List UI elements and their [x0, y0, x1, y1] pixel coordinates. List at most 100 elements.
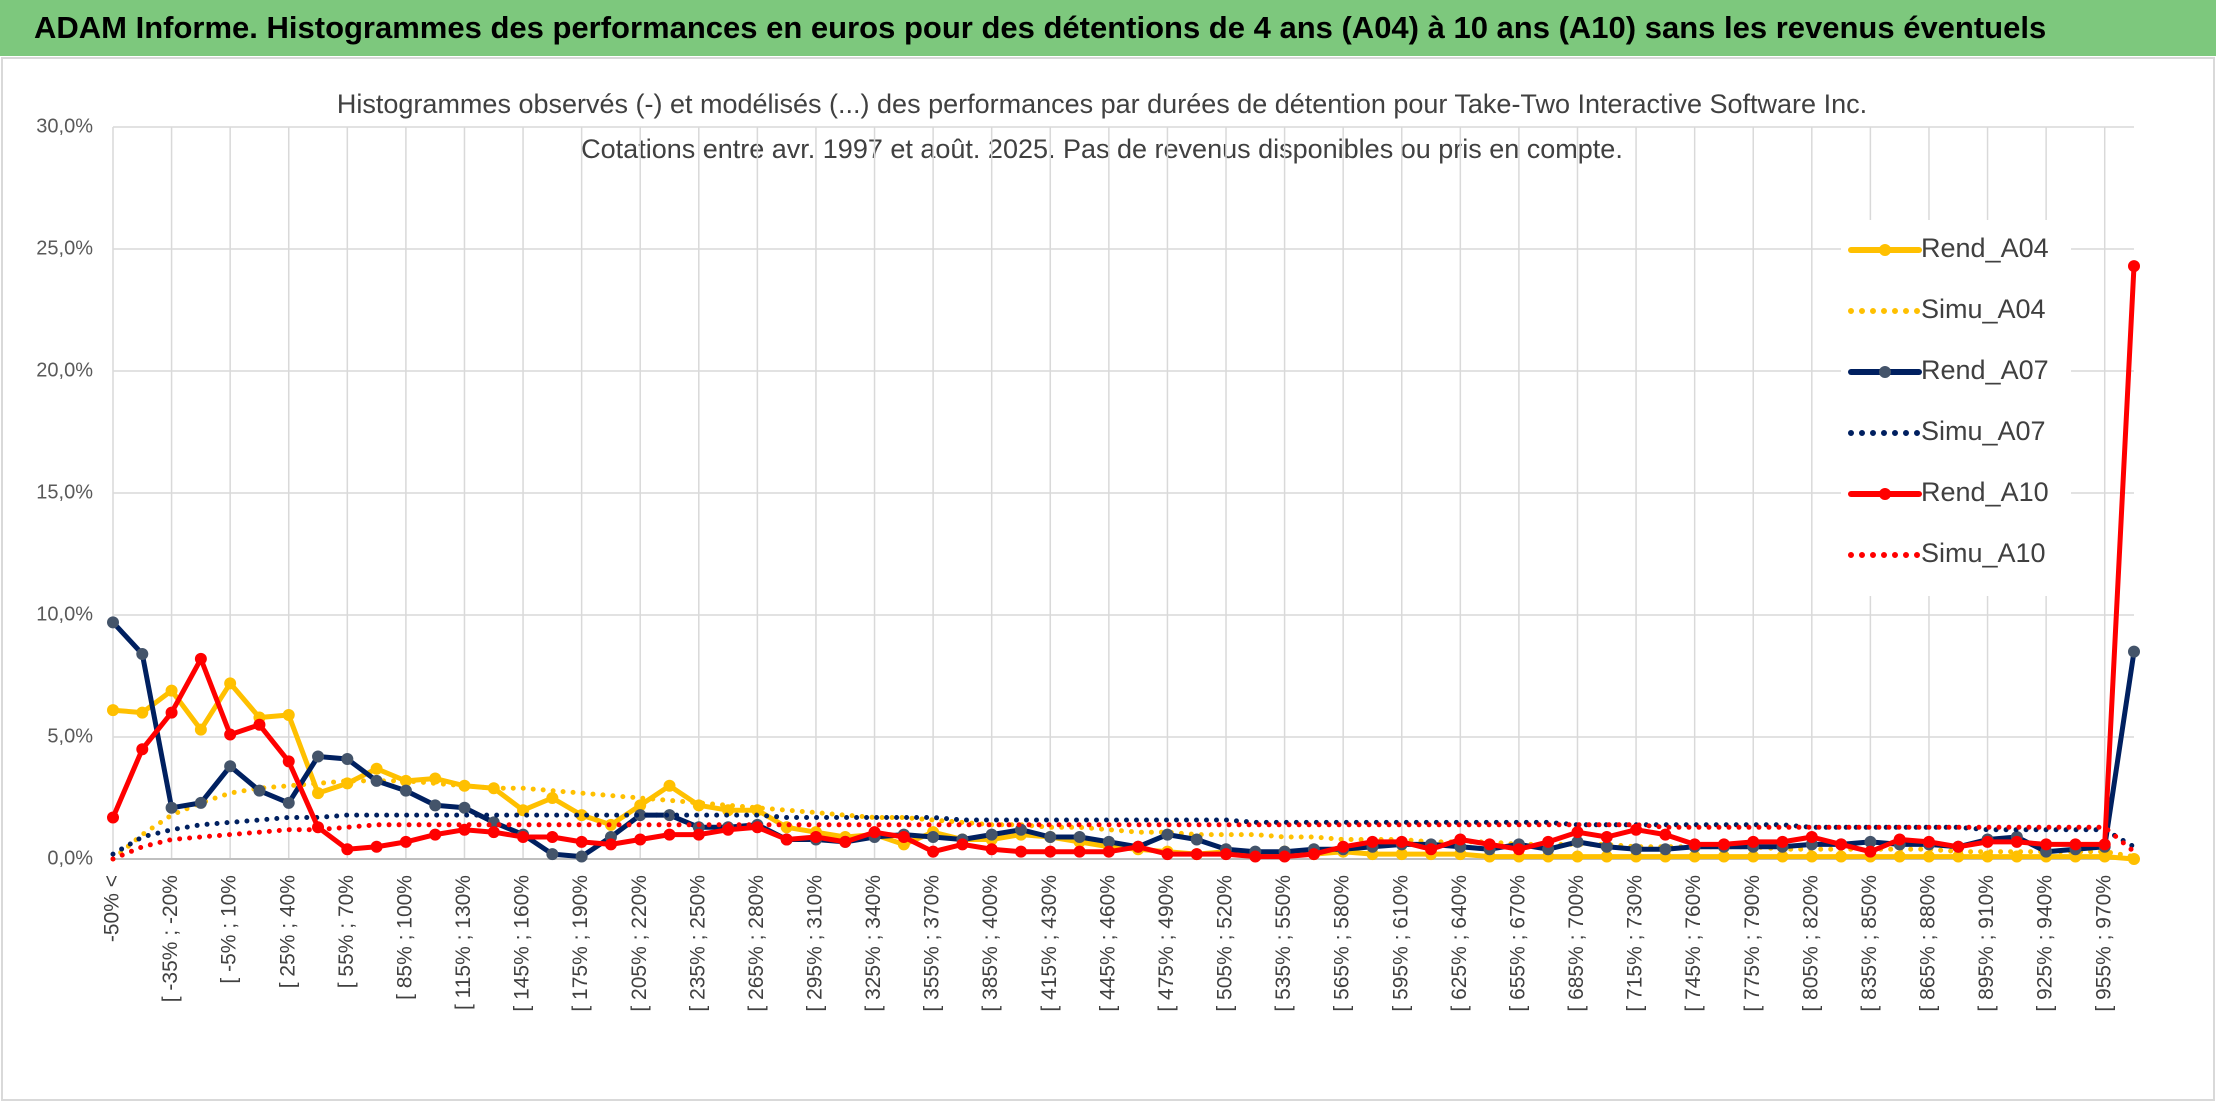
- y-tick-label: 25,0%: [36, 237, 93, 259]
- data-point: [253, 784, 266, 797]
- x-tick-label: [ 925% ; 940%: [2034, 875, 2057, 1012]
- data-point: [282, 796, 295, 809]
- title-bg: [572, 131, 1632, 171]
- data-point: [1864, 845, 1877, 858]
- data-point: [1220, 848, 1233, 861]
- data-point: [1571, 850, 1584, 863]
- x-tick-label: [ 715% ; 730%: [1624, 875, 1647, 1012]
- data-point: [107, 616, 119, 629]
- x-tick-label: [ 505% ; 520%: [1214, 875, 1237, 1012]
- data-point: [1922, 835, 1935, 848]
- data-point: [1102, 845, 1115, 858]
- data-point: [2040, 838, 2053, 851]
- chart-subtitle: Cotations entre avr. 1997 et août. 2025.…: [581, 134, 1623, 164]
- x-tick-label: [ 565% ; 580%: [1331, 875, 1354, 1012]
- data-point: [429, 799, 442, 812]
- x-tick-label: [ 265% ; 280%: [745, 875, 768, 1012]
- data-point: [458, 823, 471, 836]
- x-tick-label: [ 595% ; 610%: [1389, 875, 1412, 1012]
- x-tick-label: [ -35% ; -20%: [159, 875, 182, 1002]
- data-point: [2069, 838, 2082, 851]
- data-point: [1395, 835, 1408, 848]
- data-point: [1366, 835, 1379, 848]
- x-tick-label: -50% <: [101, 875, 124, 942]
- x-tick-label: [ 895% ; 910%: [1975, 875, 1998, 1012]
- data-point: [1161, 848, 1174, 861]
- x-tick-label: [ 865% ; 880%: [1917, 875, 1940, 1012]
- y-tick-label: 5,0%: [47, 725, 93, 747]
- data-point: [985, 843, 998, 856]
- data-point: [546, 831, 559, 844]
- x-tick-label: [ 175% ; 190%: [569, 875, 592, 1012]
- data-point: [1454, 833, 1467, 846]
- x-tick-label: [ 955% ; 970%: [2092, 875, 2115, 1012]
- data-point: [341, 752, 354, 765]
- x-tick-label: [ 325% ; 340%: [862, 875, 885, 1012]
- data-point: [1776, 835, 1789, 848]
- x-tick-label: [ 25% ; 40%: [276, 875, 299, 988]
- data-point: [663, 779, 676, 792]
- data-point: [1981, 835, 1994, 848]
- data-point: [136, 743, 149, 756]
- data-point: [399, 784, 412, 797]
- data-point: [1190, 848, 1203, 861]
- data-point: [1717, 838, 1730, 851]
- x-tick-label: [ 775% ; 790%: [1741, 875, 1764, 1012]
- data-point: [604, 838, 617, 851]
- data-point: [1190, 833, 1203, 846]
- data-point: [1922, 850, 1935, 863]
- data-point: [2128, 260, 2140, 273]
- data-point: [1132, 840, 1145, 853]
- data-point: [780, 833, 793, 846]
- data-point: [927, 845, 940, 858]
- data-point: [370, 774, 383, 787]
- data-point: [1483, 838, 1496, 851]
- x-tick-label: [ 835% ; 850%: [1858, 875, 1881, 1012]
- x-tick-label: [ 235% ; 250%: [686, 875, 709, 1012]
- data-point: [282, 709, 295, 722]
- y-tick-label: 10,0%: [36, 603, 93, 625]
- legend-label: Simu_A10: [1921, 538, 2046, 568]
- data-point: [312, 750, 325, 763]
- data-point: [546, 792, 559, 804]
- x-tick-label: [ 85% ; 100%: [393, 875, 416, 1000]
- data-point: [663, 828, 676, 841]
- data-point: [370, 762, 383, 775]
- data-point: [692, 828, 705, 841]
- data-point: [165, 706, 178, 719]
- x-tick-label: [ 385% ; 400%: [979, 875, 1002, 1012]
- data-point: [1337, 840, 1350, 853]
- x-tick-label: [ 145% ; 160%: [511, 875, 534, 1012]
- data-point: [194, 796, 207, 809]
- x-tick-label: [ 685% ; 700%: [1565, 875, 1588, 1012]
- data-point: [194, 652, 207, 665]
- data-point: [282, 755, 295, 768]
- y-tick-label: 15,0%: [36, 481, 93, 503]
- data-point: [2128, 645, 2140, 658]
- x-tick-label: [ 655% ; 670%: [1506, 875, 1529, 1012]
- legend-bg: [1841, 220, 2071, 596]
- data-point: [224, 728, 237, 741]
- header-title: ADAM Informe. Histogrammes des performan…: [34, 10, 2046, 45]
- data-point: [107, 704, 119, 717]
- data-point: [1835, 850, 1848, 863]
- series-line: [110, 778, 2137, 862]
- data-point: [1835, 838, 1848, 851]
- y-tick-label: 0,0%: [47, 847, 93, 869]
- x-tick-label: [ 205% ; 220%: [628, 875, 651, 1012]
- data-point: [2098, 838, 2111, 851]
- legend-marker: [1879, 244, 1891, 256]
- data-point: [1014, 845, 1027, 858]
- data-point: [575, 835, 588, 848]
- series-line: [110, 263, 2137, 860]
- data-point: [370, 840, 383, 853]
- data-point: [1425, 843, 1438, 856]
- x-tick-label: [ 805% ; 820%: [1799, 875, 1822, 1012]
- legend-label: Simu_A04: [1921, 294, 2046, 324]
- y-tick-label: 30,0%: [36, 115, 93, 137]
- legend-label: Rend_A07: [1921, 355, 2049, 385]
- x-tick-label: [ 55% ; 70%: [335, 875, 358, 988]
- data-point: [1805, 850, 1818, 863]
- data-point: [1073, 831, 1086, 844]
